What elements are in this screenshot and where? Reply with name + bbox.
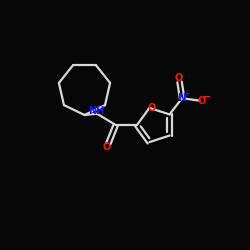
Text: O: O <box>174 73 182 83</box>
Text: +: + <box>184 89 190 98</box>
Text: N: N <box>178 93 186 103</box>
Text: O: O <box>147 103 155 113</box>
Text: O: O <box>198 96 206 106</box>
Text: O: O <box>103 142 111 152</box>
Text: −: − <box>203 92 211 102</box>
Text: NH: NH <box>88 106 104 116</box>
